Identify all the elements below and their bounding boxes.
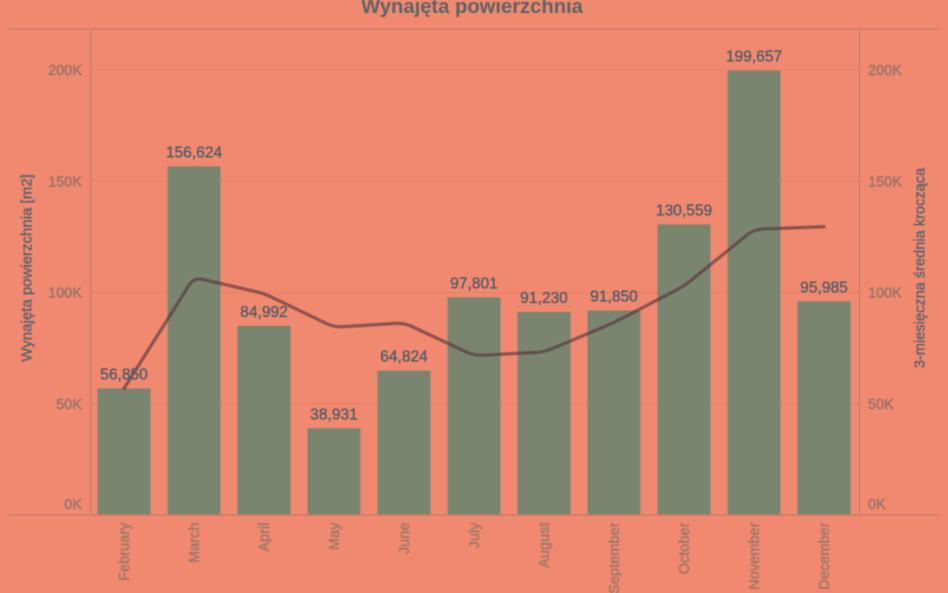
- svg-text:Wynajęta powierzchnia [m2]: Wynajęta powierzchnia [m2]: [19, 174, 36, 361]
- svg-text:91,230: 91,230: [520, 290, 568, 307]
- svg-text:3-miesięczna średnia krocząca: 3-miesięczna średnia krocząca: [913, 167, 929, 368]
- svg-text:97,801: 97,801: [450, 275, 498, 292]
- svg-text:50K: 50K: [868, 397, 894, 413]
- svg-text:February: February: [117, 522, 133, 581]
- svg-text:84,992: 84,992: [240, 304, 288, 321]
- svg-text:156,624: 156,624: [166, 144, 223, 161]
- svg-text:64,824: 64,824: [380, 349, 428, 366]
- svg-text:December: December: [817, 522, 833, 589]
- svg-text:200K: 200K: [868, 63, 902, 79]
- svg-text:95,985: 95,985: [800, 279, 848, 296]
- svg-text:0K: 0K: [868, 497, 886, 513]
- svg-text:October: October: [677, 522, 693, 574]
- svg-text:100K: 100K: [868, 286, 902, 302]
- svg-text:August: August: [537, 523, 553, 568]
- svg-text:38,931: 38,931: [310, 406, 358, 423]
- svg-text:Wynajęta powierzchnia: Wynajęta powierzchnia: [361, 0, 584, 18]
- svg-text:150K: 150K: [48, 174, 82, 190]
- svg-text:200K: 200K: [48, 63, 82, 79]
- svg-text:50K: 50K: [56, 397, 82, 413]
- svg-text:May: May: [327, 522, 343, 550]
- svg-text:June: June: [397, 523, 413, 555]
- svg-text:November: November: [747, 522, 763, 589]
- svg-text:100K: 100K: [48, 286, 82, 302]
- svg-text:56,850: 56,850: [100, 367, 148, 384]
- svg-text:April: April: [257, 523, 273, 552]
- svg-text:91,850: 91,850: [590, 289, 638, 306]
- svg-text:March: March: [187, 523, 203, 564]
- svg-text:199,657: 199,657: [726, 49, 782, 66]
- svg-text:150K: 150K: [868, 174, 902, 190]
- svg-text:0K: 0K: [64, 497, 82, 513]
- svg-text:July: July: [467, 522, 483, 549]
- svg-text:130,559: 130,559: [656, 202, 712, 219]
- svg-text:September: September: [607, 522, 623, 593]
